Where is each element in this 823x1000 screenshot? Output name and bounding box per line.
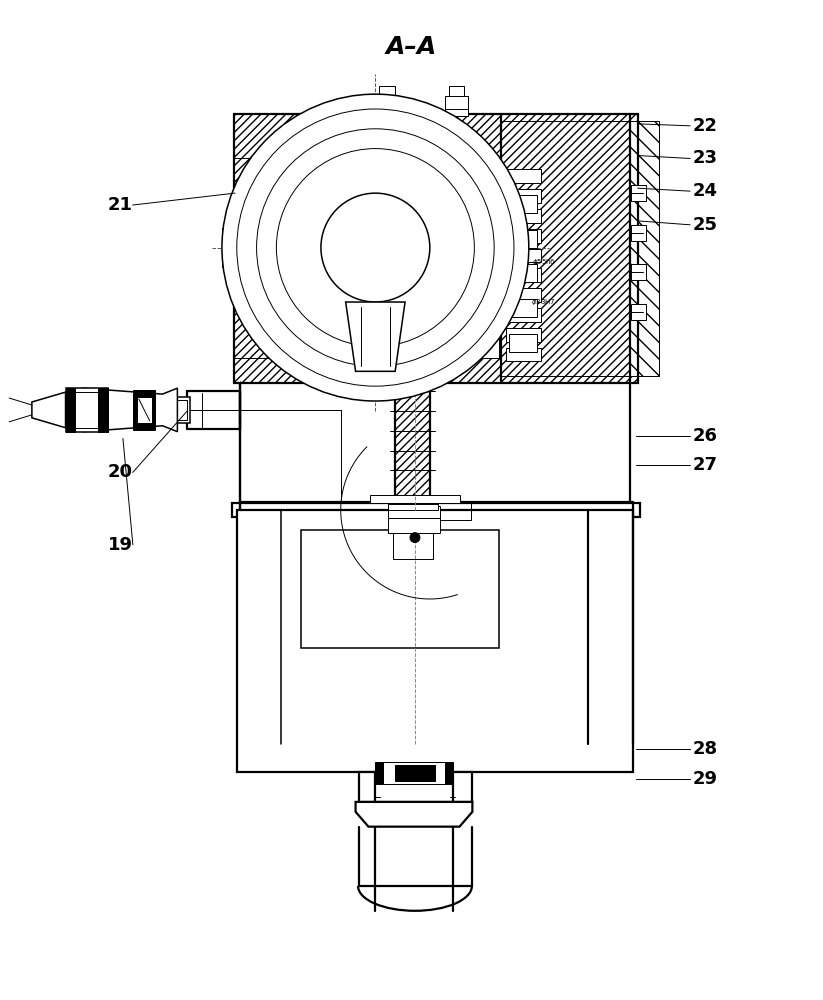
Bar	[630, 121, 659, 376]
Text: 21: 21	[108, 196, 133, 214]
Text: A–A: A–A	[385, 35, 437, 59]
Bar	[388, 518, 439, 533]
Bar	[509, 264, 537, 282]
Bar	[501, 121, 630, 376]
Bar	[388, 502, 472, 520]
Bar	[390, 502, 469, 520]
Polygon shape	[133, 390, 155, 430]
Text: 23: 23	[692, 149, 717, 167]
Bar	[384, 762, 444, 784]
Text: 25: 25	[692, 216, 717, 234]
Text: $\phi$55h6: $\phi$55h6	[532, 257, 556, 267]
Bar	[359, 772, 472, 802]
Circle shape	[410, 533, 420, 543]
Bar	[506, 189, 541, 203]
Bar	[234, 114, 638, 158]
Text: 27: 27	[692, 456, 717, 474]
Bar	[66, 388, 108, 432]
Bar	[174, 397, 190, 423]
Bar	[301, 530, 499, 648]
Bar	[588, 510, 633, 744]
Bar	[375, 96, 399, 116]
Bar	[509, 230, 537, 248]
Circle shape	[222, 94, 529, 401]
Text: 20: 20	[108, 463, 133, 481]
Bar	[66, 388, 76, 432]
Polygon shape	[83, 388, 178, 432]
Bar	[178, 400, 188, 420]
Bar	[506, 169, 541, 183]
Bar	[449, 86, 464, 96]
Bar	[499, 116, 638, 383]
Bar	[393, 515, 433, 559]
Bar	[234, 358, 638, 383]
Bar	[506, 328, 541, 342]
Bar	[506, 249, 541, 262]
Bar	[76, 392, 98, 428]
Bar	[395, 383, 430, 500]
Text: 22: 22	[692, 117, 717, 135]
Bar	[388, 506, 439, 518]
Bar	[98, 388, 108, 432]
Bar	[388, 504, 438, 510]
Bar	[506, 288, 541, 302]
Bar	[509, 334, 537, 352]
Bar	[222, 228, 239, 267]
Bar	[232, 503, 639, 517]
Text: 26: 26	[692, 427, 717, 445]
Polygon shape	[32, 392, 66, 428]
Bar	[630, 304, 645, 320]
Bar	[234, 116, 342, 383]
Bar	[630, 185, 645, 201]
Bar	[506, 229, 541, 243]
Bar	[395, 765, 435, 781]
Text: 29: 29	[692, 770, 717, 788]
Text: 24: 24	[692, 182, 717, 200]
Bar	[509, 195, 537, 213]
Bar	[375, 762, 453, 784]
Bar	[370, 495, 459, 503]
Polygon shape	[346, 302, 405, 371]
Bar	[137, 397, 151, 423]
Bar	[224, 233, 238, 262]
Bar	[509, 299, 537, 317]
Polygon shape	[356, 802, 472, 827]
Text: 28: 28	[692, 740, 718, 758]
Bar	[630, 264, 645, 280]
Bar	[237, 510, 633, 772]
Bar	[444, 96, 468, 116]
Bar	[506, 209, 541, 223]
Bar	[237, 744, 633, 772]
Circle shape	[321, 193, 430, 302]
Bar	[506, 308, 541, 322]
Bar	[506, 348, 541, 361]
Bar	[379, 86, 395, 96]
Bar	[393, 515, 433, 559]
Bar	[506, 268, 541, 282]
Circle shape	[257, 129, 494, 366]
Bar	[630, 225, 645, 241]
Bar	[234, 114, 638, 383]
Text: 19: 19	[108, 536, 133, 554]
Text: $\phi$33H7: $\phi$33H7	[532, 297, 556, 307]
